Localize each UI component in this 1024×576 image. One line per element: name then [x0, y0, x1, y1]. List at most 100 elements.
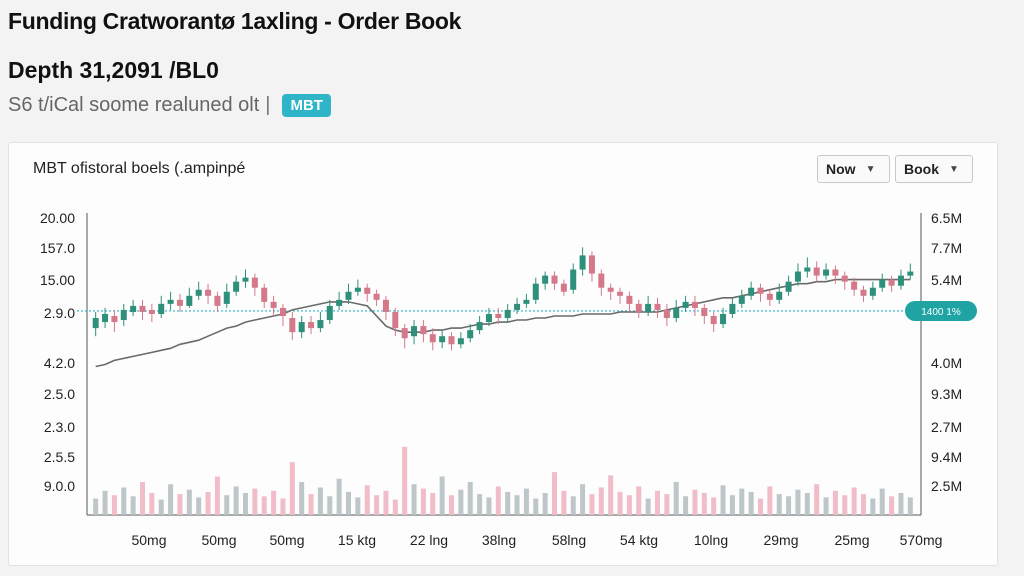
view-select[interactable]: Book ▼	[895, 155, 973, 183]
volume-bar	[617, 491, 623, 515]
candle-body	[823, 269, 830, 276]
candle-body	[748, 287, 755, 296]
volume-bar	[523, 488, 529, 515]
candle-body	[663, 309, 670, 319]
volume-bar	[701, 493, 707, 515]
volume-bar	[486, 497, 492, 515]
volume-bar	[327, 496, 333, 515]
candle-body	[851, 281, 858, 290]
candle-body	[523, 299, 530, 304]
candle-body	[401, 328, 408, 339]
candle-body	[111, 316, 118, 323]
volume-bar	[130, 496, 136, 515]
volume-bar	[514, 495, 520, 515]
candle-body	[195, 289, 202, 296]
candle-body	[176, 299, 183, 306]
candle-body	[158, 303, 165, 314]
left-axis-tick-label: 2.5.5	[44, 449, 75, 465]
volume-bar	[205, 491, 211, 515]
subtitle-text: S6 t/iCal soome realuned olt	[8, 94, 260, 116]
candle-body	[607, 287, 614, 292]
candle-body	[598, 273, 605, 288]
volume-bar	[851, 487, 857, 515]
volume-bar	[449, 495, 454, 515]
volume-bar	[692, 489, 698, 515]
candle-body	[495, 313, 502, 319]
left-axis-tick-label: 157.0	[40, 240, 75, 256]
candle-body	[691, 301, 698, 308]
candle-body	[326, 305, 333, 321]
volume-bar	[392, 499, 398, 515]
candle-body	[532, 283, 539, 300]
candle-body	[345, 291, 352, 300]
right-axis-tick-label: 2.5M	[931, 478, 962, 494]
candle-body	[364, 287, 371, 294]
volume-bar	[336, 478, 342, 515]
symbol-badge[interactable]: MBT	[282, 94, 331, 117]
x-axis-tick-label: 50mg	[131, 532, 166, 548]
candle-body	[551, 275, 558, 284]
volume-bar	[355, 497, 361, 515]
volume-bar	[861, 494, 866, 515]
x-axis-tick-label: 15 ktg	[338, 532, 376, 548]
volume-bar	[121, 487, 127, 515]
candle-body	[336, 299, 343, 306]
candle-body	[841, 275, 848, 282]
candle-body	[289, 318, 296, 333]
candle-body	[785, 281, 792, 292]
volume-bar	[889, 496, 895, 515]
volume-bar	[261, 496, 267, 515]
candle-body	[570, 269, 577, 290]
volume-bar	[280, 498, 286, 515]
candle-body	[757, 287, 764, 294]
candle-body	[420, 326, 427, 335]
candle-body	[467, 330, 474, 339]
chevron-down-icon: ▼	[949, 163, 959, 175]
volume-bar	[711, 497, 717, 515]
right-axis-tick-label: 9.4M	[931, 449, 962, 465]
volume-bar	[477, 494, 483, 515]
right-axis-tick-label: 5.4M	[931, 272, 962, 288]
timeframe-select[interactable]: Now ▼	[817, 155, 890, 183]
chevron-down-icon: ▼	[865, 163, 876, 175]
candle-body	[223, 291, 230, 304]
volume-bar	[823, 497, 829, 515]
right-axis-tick-label: 6.5M	[931, 210, 962, 226]
view-select-label: Book	[904, 161, 939, 177]
candle-body	[626, 295, 633, 304]
volume-bar	[374, 495, 380, 515]
volume-bar	[795, 489, 801, 515]
volume-bar	[168, 484, 174, 515]
volume-bar	[814, 484, 820, 515]
candle-body	[317, 320, 324, 329]
volume-bar	[786, 496, 792, 515]
candle-body	[251, 277, 258, 288]
subtitle-separator: |	[265, 94, 271, 116]
volume-bar	[402, 446, 408, 515]
candle-body	[186, 295, 193, 306]
candle-body	[102, 313, 109, 323]
candle-body	[308, 322, 315, 329]
volume-bar	[832, 490, 838, 515]
volume-bar	[776, 494, 782, 515]
candle-body	[766, 293, 773, 300]
candlestick-chart[interactable]: 20.00 157.0 15.00 2.9.0 4.2.0 2.5.0 2.3.0 2.5.5…	[9, 143, 997, 565]
candle-body	[279, 307, 286, 316]
x-axis-tick-label: 25mg	[834, 532, 869, 548]
candle-body	[242, 277, 249, 282]
left-axis-tick-label: 9.0.0	[44, 478, 75, 494]
volume-bar	[879, 488, 885, 515]
volume-bar	[598, 487, 604, 515]
left-axis-tick-label: 4.2.0	[44, 355, 75, 371]
volume-bar	[439, 476, 445, 515]
volume-bar	[495, 486, 501, 515]
candle-body	[888, 279, 895, 286]
candle-body	[120, 309, 127, 321]
volume-bar	[458, 489, 464, 515]
candle-body	[382, 299, 389, 312]
timeframe-select-label: Now	[826, 161, 856, 177]
candle-body	[167, 299, 174, 304]
volume-bar	[196, 497, 202, 515]
volume-bar	[140, 482, 145, 515]
candle-body	[720, 313, 727, 325]
